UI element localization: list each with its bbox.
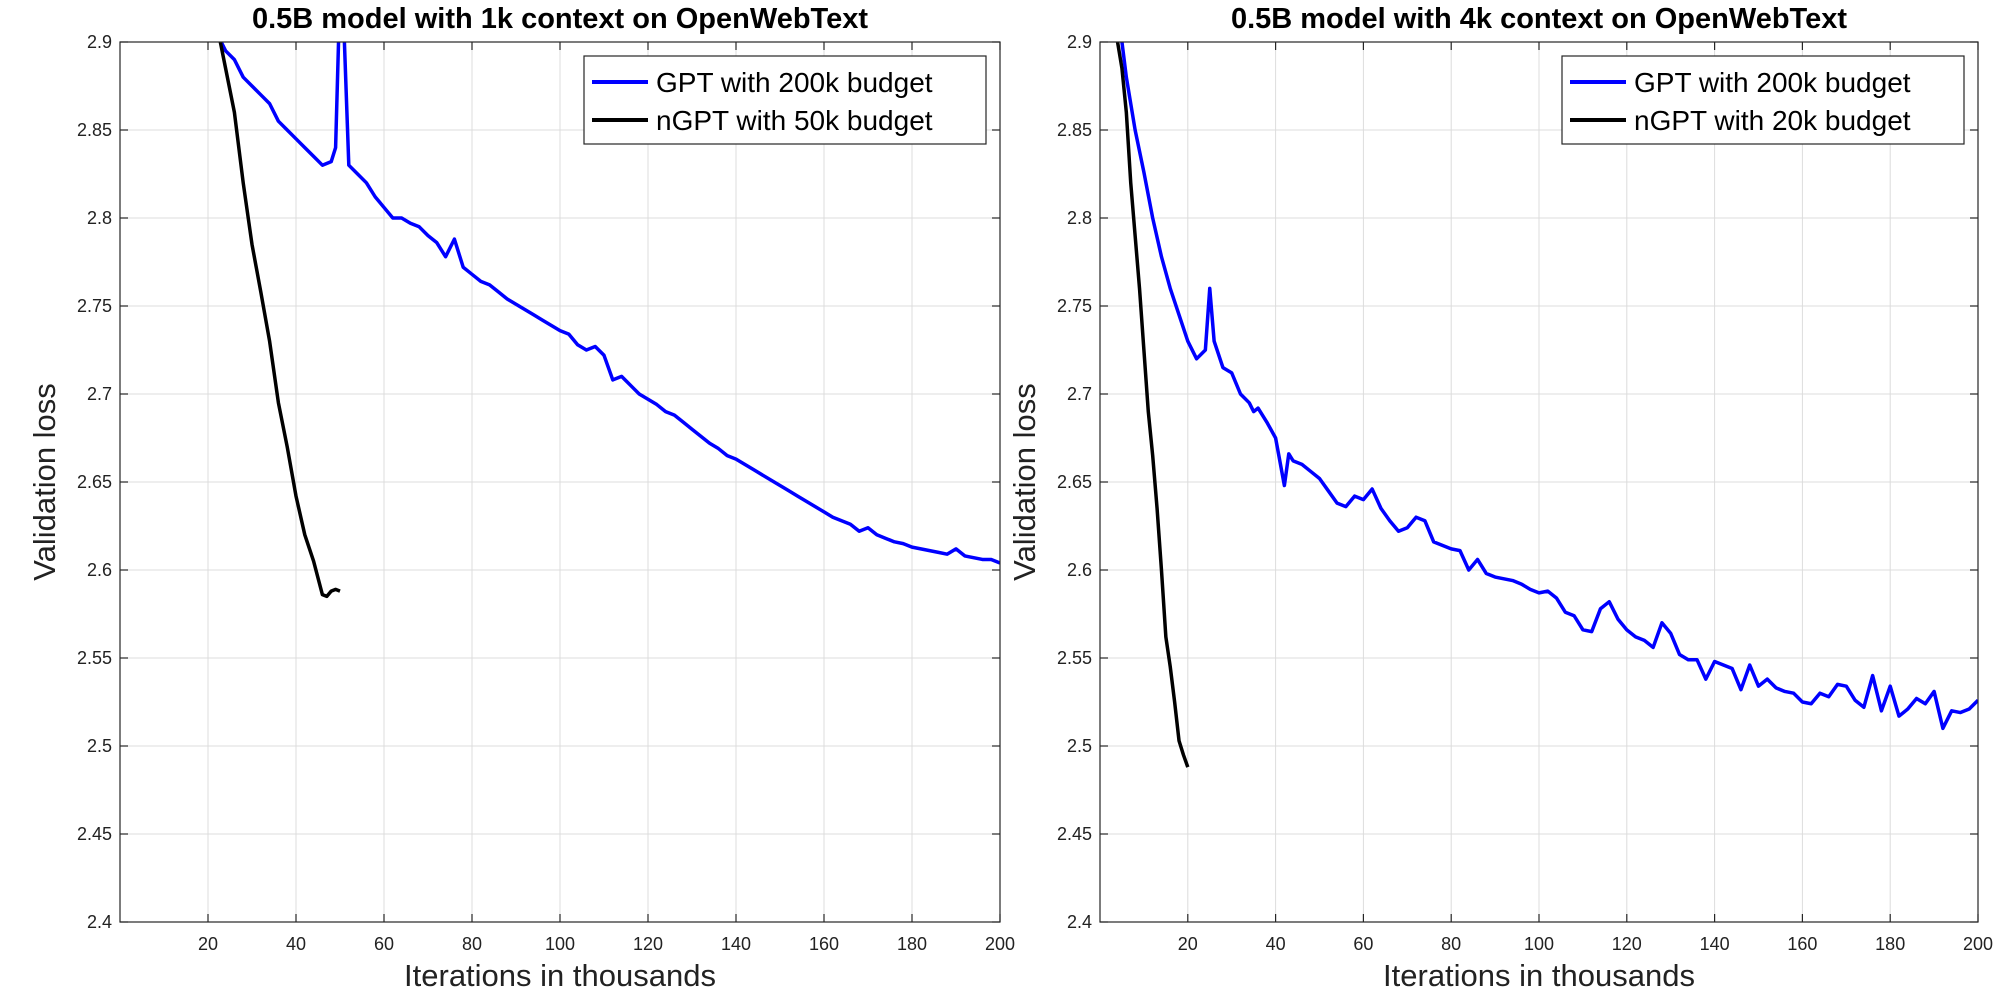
- y-tick-label: 2.7: [87, 384, 112, 404]
- chart-title: 0.5B model with 4k context on OpenWebTex…: [1231, 3, 1847, 35]
- y-tick-label: 2.4: [1067, 912, 1092, 932]
- legend-entry-2: nGPT with 20k budget: [1634, 105, 1911, 136]
- x-tick-label: 20: [1178, 934, 1198, 954]
- x-tick-label: 140: [721, 934, 751, 954]
- x-tick-label: 100: [545, 934, 575, 954]
- series-line-1: [219, 42, 1000, 565]
- x-tick-label: 180: [897, 934, 927, 954]
- y-tick-label: 2.75: [77, 296, 112, 316]
- x-tick-label: 140: [1700, 934, 1730, 954]
- legend: GPT with 200k budget nGPT with 20k budget: [1561, 55, 1965, 145]
- legend: GPT with 200k budget nGPT with 50k budget: [583, 55, 987, 145]
- y-tick-label: 2.4: [87, 912, 112, 932]
- legend-box: [1561, 55, 1965, 145]
- y-tick-label: 2.55: [1057, 648, 1092, 668]
- x-tick-label: 40: [286, 934, 306, 954]
- chart-panel-2: 20 40 60 80 100 120 140 160 180 200 2.4 2.45 2.5 2.55…: [1007, 3, 1993, 993]
- legend-entry-1: GPT with 200k budget: [1634, 67, 1911, 98]
- y-tick-label: 2.85: [1057, 120, 1092, 140]
- y-tick-label: 2.8: [87, 208, 112, 228]
- y-tick-label: 2.6: [1067, 560, 1092, 580]
- y-tick-label: 2.45: [77, 824, 112, 844]
- y-tick-label: 2.8: [1067, 208, 1092, 228]
- y-tick-label: 2.9: [1067, 32, 1092, 52]
- x-tick-label: 180: [1875, 934, 1905, 954]
- chart-title: 0.5B model with 1k context on OpenWebTex…: [252, 3, 868, 35]
- x-tick-label: 60: [1353, 934, 1373, 954]
- y-tick-label: 2.45: [1057, 824, 1092, 844]
- x-tick-label: 120: [1612, 934, 1642, 954]
- y-tick-label: 2.5: [1067, 736, 1092, 756]
- y-tick-label: 2.85: [77, 120, 112, 140]
- x-tick-label: 80: [462, 934, 482, 954]
- series-line-2: [218, 42, 341, 599]
- x-tick-label: 200: [985, 934, 1015, 954]
- x-tick-label: 160: [809, 934, 839, 954]
- legend-entry-2: nGPT with 50k budget: [656, 105, 933, 136]
- y-tick-label: 2.6: [87, 560, 112, 580]
- y-tick-label: 2.65: [77, 472, 112, 492]
- x-tick-label: 40: [1266, 934, 1286, 954]
- x-tick-label: 100: [1524, 934, 1554, 954]
- x-tick-label: 20: [198, 934, 218, 954]
- x-tick-label: 200: [1963, 934, 1993, 954]
- x-axis-label: Iterations in thousands: [1383, 958, 1695, 993]
- series-line-1: [1120, 42, 1978, 731]
- x-tick-label: 60: [374, 934, 394, 954]
- y-tick-label: 2.65: [1057, 472, 1092, 492]
- chart-panel-1: 20 40 60 80 100 120 140 160 180 200 2.4 2.45 2.5 2.55…: [27, 3, 1015, 993]
- legend-box: [583, 55, 987, 145]
- y-tick-label: 2.75: [1057, 296, 1092, 316]
- x-tick-label: 80: [1441, 934, 1461, 954]
- x-axis-label: Iterations in thousands: [404, 958, 716, 993]
- x-tick-label: 120: [633, 934, 663, 954]
- y-tick-label: 2.9: [87, 32, 112, 52]
- legend-entry-1: GPT with 200k budget: [656, 67, 933, 98]
- y-tick-label: 2.5: [87, 736, 112, 756]
- y-axis-label: Validation loss: [1007, 383, 1042, 581]
- x-tick-label: 160: [1787, 934, 1817, 954]
- y-tick-label: 2.55: [77, 648, 112, 668]
- y-tick-label: 2.7: [1067, 384, 1092, 404]
- y-axis-label: Validation loss: [27, 383, 62, 581]
- series-line-2: [1115, 42, 1190, 768]
